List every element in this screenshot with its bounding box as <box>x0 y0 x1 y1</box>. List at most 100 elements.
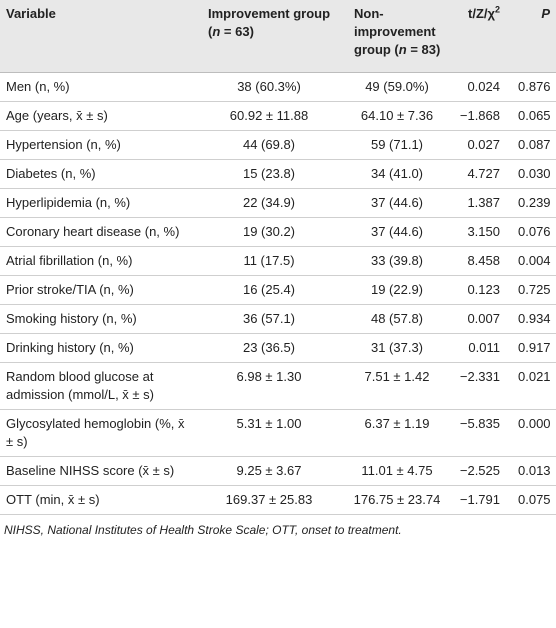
header-text: Variable <box>6 6 56 21</box>
header-text: n <box>398 42 407 57</box>
table-cell: Smoking history (n, %) <box>0 304 196 334</box>
table-cell: 33 (39.8) <box>342 246 452 276</box>
table-cell: −1.868 <box>452 101 512 131</box>
table-cell: 8.458 <box>452 246 512 276</box>
table-cell: 0.123 <box>452 275 512 305</box>
table-row: Age (years, x̄ ± s) 60.92 ± 11.88 64.10 ± … <box>0 101 556 131</box>
table-cell: 59 (71.1) <box>342 130 452 160</box>
data-table: Variable Improvement group (n = 63) Non-im… <box>0 0 556 515</box>
table-cell: 6.98 ± 1.30 <box>196 362 342 410</box>
header-cell: t/Z/χ2 <box>452 0 512 73</box>
header-text: 2 <box>494 4 500 15</box>
table-cell: 0.917 <box>512 333 556 363</box>
table-cell: 0.004 <box>512 246 556 276</box>
table-cell: 49 (59.0%) <box>342 72 452 102</box>
table-row: Men (n, %) 38 (60.3%) 49 (59.0%) 0.024 0.876 <box>0 72 556 102</box>
table-cell: Random blood glucose at admission (mmol/… <box>0 362 196 410</box>
header-cell: Variable <box>0 0 196 73</box>
table-cell: Baseline NIHSS score (x̄ ± s) <box>0 456 196 486</box>
table-cell: Diabetes (n, %) <box>0 159 196 189</box>
table-row: Glycosylated hemoglobin (%, x̄ ± s) 5.31 … <box>0 409 556 457</box>
table-cell: 11 (17.5) <box>196 246 342 276</box>
table-cell: Men (n, %) <box>0 72 196 102</box>
table-cell: 64.10 ± 7.36 <box>342 101 452 131</box>
table-row: Atrial fibrillation (n, %) 11 (17.5) 33 (3… <box>0 246 556 276</box>
table-row: Random blood glucose at admission (mmol/… <box>0 362 556 410</box>
table-cell: 169.37 ± 25.83 <box>196 485 342 515</box>
table-cell: Hyperlipidemia (n, %) <box>0 188 196 218</box>
table-cell: 0.027 <box>452 130 512 160</box>
table-cell: 37 (44.6) <box>342 217 452 247</box>
table-cell: 6.37 ± 1.19 <box>342 409 452 457</box>
table-cell: Atrial fibrillation (n, %) <box>0 246 196 276</box>
table-cell: 0.725 <box>512 275 556 305</box>
table-cell: 0.239 <box>512 188 556 218</box>
table-cell: 19 (30.2) <box>196 217 342 247</box>
table-cell: 0.011 <box>452 333 512 363</box>
table-row: OTT (min, x̄ ± s) 169.37 ± 25.83 176.75 ± … <box>0 485 556 515</box>
header-text: = 83) <box>406 42 441 57</box>
table-cell: 23 (36.5) <box>196 333 342 363</box>
table-row: Prior stroke/TIA (n, %) 16 (25.4) 19 (22.9… <box>0 275 556 305</box>
table-cell: 34 (41.0) <box>342 159 452 189</box>
table-cell: 48 (57.8) <box>342 304 452 334</box>
table-cell: 0.065 <box>512 101 556 131</box>
table-cell: 7.51 ± 1.42 <box>342 362 452 410</box>
table-row: Baseline NIHSS score (x̄ ± s) 9.25 ± 3.67… <box>0 456 556 486</box>
table-cell: 3.150 <box>452 217 512 247</box>
header-text: n <box>212 24 221 39</box>
table-cell: 16 (25.4) <box>196 275 342 305</box>
table-cell: 5.31 ± 1.00 <box>196 409 342 457</box>
table-cell: 11.01 ± 4.75 <box>342 456 452 486</box>
table-cell: −5.835 <box>452 409 512 457</box>
table-cell: Hypertension (n, %) <box>0 130 196 160</box>
table-row: Drinking history (n, %) 23 (36.5) 31 (37.3… <box>0 333 556 363</box>
table-cell: 0.007 <box>452 304 512 334</box>
table-cell: 0.013 <box>512 456 556 486</box>
table-cell: OTT (min, x̄ ± s) <box>0 485 196 515</box>
table-cell: 0.000 <box>512 409 556 457</box>
table-cell: Coronary heart disease (n, %) <box>0 217 196 247</box>
table-cell: 44 (69.8) <box>196 130 342 160</box>
table-cell: 0.076 <box>512 217 556 247</box>
table-cell: 37 (44.6) <box>342 188 452 218</box>
table-body: Men (n, %) 38 (60.3%) 49 (59.0%) 0.024 0.876… <box>0 72 556 515</box>
table-cell: 0.030 <box>512 159 556 189</box>
table-cell: 19 (22.9) <box>342 275 452 305</box>
header-text: t/Z/χ <box>468 6 495 21</box>
table-cell: 1.387 <box>452 188 512 218</box>
header-cell: Improvement group (n = 63) <box>196 0 342 73</box>
table-cell: Drinking history (n, %) <box>0 333 196 363</box>
table-cell: −1.791 <box>452 485 512 515</box>
table-cell: 15 (23.8) <box>196 159 342 189</box>
table-cell: 38 (60.3%) <box>196 72 342 102</box>
table-row: Hyperlipidemia (n, %) 22 (34.9) 37 (44.6) 1… <box>0 188 556 218</box>
table-cell: −2.525 <box>452 456 512 486</box>
table-cell: 9.25 ± 3.67 <box>196 456 342 486</box>
table-row: Smoking history (n, %) 36 (57.1) 48 (57.8)… <box>0 304 556 334</box>
table-cell: Glycosylated hemoglobin (%, x̄ ± s) <box>0 409 196 457</box>
table-cell: −2.331 <box>452 362 512 410</box>
table-cell: Prior stroke/TIA (n, %) <box>0 275 196 305</box>
table-cell: 0.024 <box>452 72 512 102</box>
table-cell: 0.075 <box>512 485 556 515</box>
table-cell: 0.876 <box>512 72 556 102</box>
table-cell: 0.021 <box>512 362 556 410</box>
header-row: Variable Improvement group (n = 63) Non-im… <box>0 0 556 73</box>
table-cell: 22 (34.9) <box>196 188 342 218</box>
table-row: Hypertension (n, %) 44 (69.8) 59 (71.1) 0.0… <box>0 130 556 160</box>
table-cell: 31 (37.3) <box>342 333 452 363</box>
table-row: Coronary heart disease (n, %) 19 (30.2) 37… <box>0 217 556 247</box>
table-cell: 60.92 ± 11.88 <box>196 101 342 131</box>
table-cell: 0.087 <box>512 130 556 160</box>
table-cell: Age (years, x̄ ± s) <box>0 101 196 131</box>
footnote: NIHSS, National Institutes of Health Str… <box>4 523 402 537</box>
header-cell: P <box>512 0 556 73</box>
table-cell: 4.727 <box>452 159 512 189</box>
table-cell: 176.75 ± 23.74 <box>342 485 452 515</box>
header-text: Non-improvement group ( <box>354 6 436 57</box>
table-cell: 36 (57.1) <box>196 304 342 334</box>
header-text: = 63) <box>220 24 254 39</box>
table-cell: 0.934 <box>512 304 556 334</box>
